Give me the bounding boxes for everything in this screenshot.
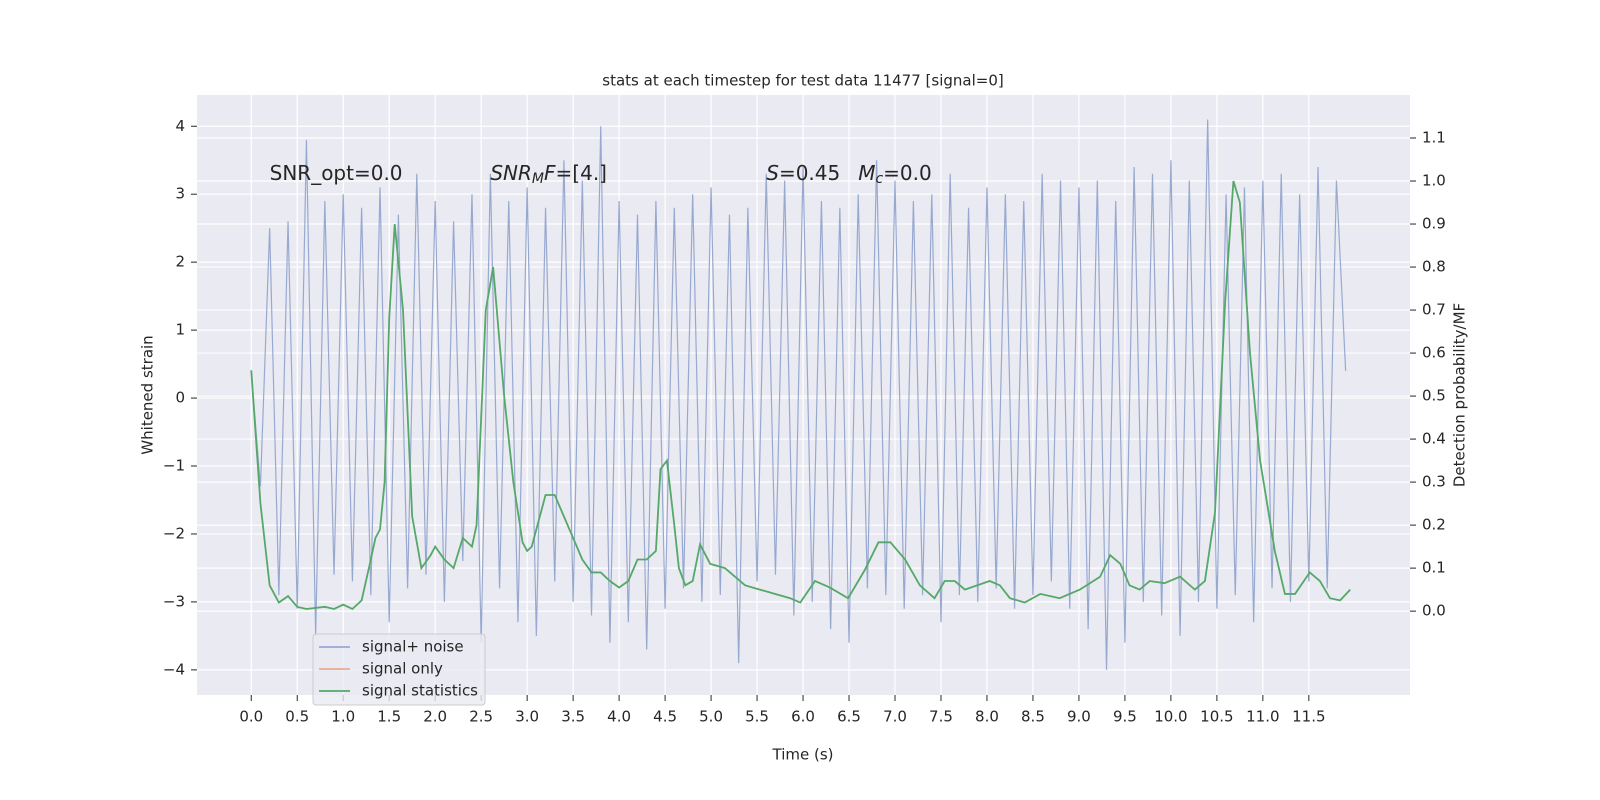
x-tick-label: 1.5 bbox=[377, 708, 401, 726]
y-tick-label: −4 bbox=[163, 660, 185, 678]
x-tick-label: 6.0 bbox=[791, 708, 815, 726]
annotation-part: F bbox=[544, 160, 556, 184]
y2-tick-label: 0.2 bbox=[1422, 516, 1446, 534]
annotation-part: M bbox=[858, 160, 875, 184]
x-tick-label: 10.0 bbox=[1154, 708, 1187, 726]
annotation-part: =0.45 bbox=[779, 160, 840, 184]
y-tick-label: 0 bbox=[175, 389, 185, 407]
annotation-part: =[4.] bbox=[556, 160, 607, 184]
annotation-part: c bbox=[875, 171, 883, 187]
legend-box bbox=[312, 633, 486, 706]
x-tick-label: 9.0 bbox=[1067, 708, 1091, 726]
y-tick-label: −2 bbox=[163, 524, 185, 542]
y2-tick-label: 0.9 bbox=[1422, 215, 1446, 233]
x-tick-label: 4.0 bbox=[607, 708, 631, 726]
x-tick-label: 8.0 bbox=[975, 708, 999, 726]
annotation-part: S bbox=[766, 160, 779, 184]
annotation-part: SNR_opt=0.0 bbox=[270, 160, 403, 184]
y2-axis-label: Detection probability/MF bbox=[1451, 303, 1469, 487]
x-tick-label: 7.0 bbox=[883, 708, 907, 726]
x-tick-label: 11.5 bbox=[1292, 708, 1325, 726]
y2-tick-label: 0.4 bbox=[1422, 430, 1446, 448]
y-tick-label: 2 bbox=[175, 253, 185, 271]
x-tick-label: 3.0 bbox=[515, 708, 539, 726]
y-axis-label: Whitened strain bbox=[139, 335, 157, 454]
x-axis-label: Time (s) bbox=[772, 746, 834, 764]
x-tick-label: 8.5 bbox=[1021, 708, 1045, 726]
y-tick-label: −3 bbox=[163, 592, 185, 610]
x-tick-label: 7.5 bbox=[929, 708, 953, 726]
y2-tick-label: 0.8 bbox=[1422, 258, 1446, 276]
x-tick-label: 9.5 bbox=[1113, 708, 1137, 726]
y2-tick-label: 0.5 bbox=[1422, 387, 1446, 405]
x-tick-label: 0.0 bbox=[239, 708, 263, 726]
y-tick-label: 3 bbox=[175, 185, 185, 203]
x-tick-label: 10.5 bbox=[1200, 708, 1233, 726]
x-tick-label: 1.0 bbox=[331, 708, 355, 726]
series-line bbox=[250, 180, 1351, 611]
y2-tick-label: 0.7 bbox=[1422, 301, 1446, 319]
annotation: SNRMF=[4.] bbox=[490, 160, 607, 187]
legend-label: signal only bbox=[362, 660, 443, 678]
annotation: Mc=0.0 bbox=[858, 160, 932, 187]
x-tick-label: 2.5 bbox=[469, 708, 493, 726]
y2-tick-label: 1.1 bbox=[1422, 129, 1446, 147]
legend-label: signal+ noise bbox=[362, 638, 464, 656]
x-tick-label: 5.0 bbox=[699, 708, 723, 726]
chart-title: stats at each timestep for test data 114… bbox=[602, 72, 1003, 90]
x-tick-label: 0.5 bbox=[285, 708, 309, 726]
y2-tick-label: 1.0 bbox=[1422, 172, 1446, 190]
y-tick-label: 4 bbox=[175, 117, 185, 135]
annotation-part: SNR bbox=[490, 160, 532, 184]
annotation-part: M bbox=[532, 171, 544, 187]
x-tick-label: 6.5 bbox=[837, 708, 861, 726]
x-tick-label: 11.0 bbox=[1246, 708, 1279, 726]
y2-tick-label: 0.3 bbox=[1422, 473, 1446, 491]
annotation: S=0.45 bbox=[766, 160, 840, 184]
series-line bbox=[250, 119, 1347, 670]
y2-tick-label: 0.0 bbox=[1422, 602, 1446, 620]
y2-tick-label: 0.1 bbox=[1422, 559, 1446, 577]
annotation: SNR_opt=0.0 bbox=[270, 160, 403, 184]
annotation-part: =0.0 bbox=[883, 160, 932, 184]
y-tick-label: −1 bbox=[163, 457, 185, 475]
y-tick-label: 1 bbox=[175, 321, 185, 339]
y2-tick-label: 0.6 bbox=[1422, 344, 1446, 362]
x-tick-label: 3.5 bbox=[561, 708, 585, 726]
x-tick-label: 4.5 bbox=[653, 708, 677, 726]
x-tick-label: 2.0 bbox=[423, 708, 447, 726]
legend-label: signal statistics bbox=[362, 682, 478, 700]
x-tick-label: 5.5 bbox=[745, 708, 769, 726]
